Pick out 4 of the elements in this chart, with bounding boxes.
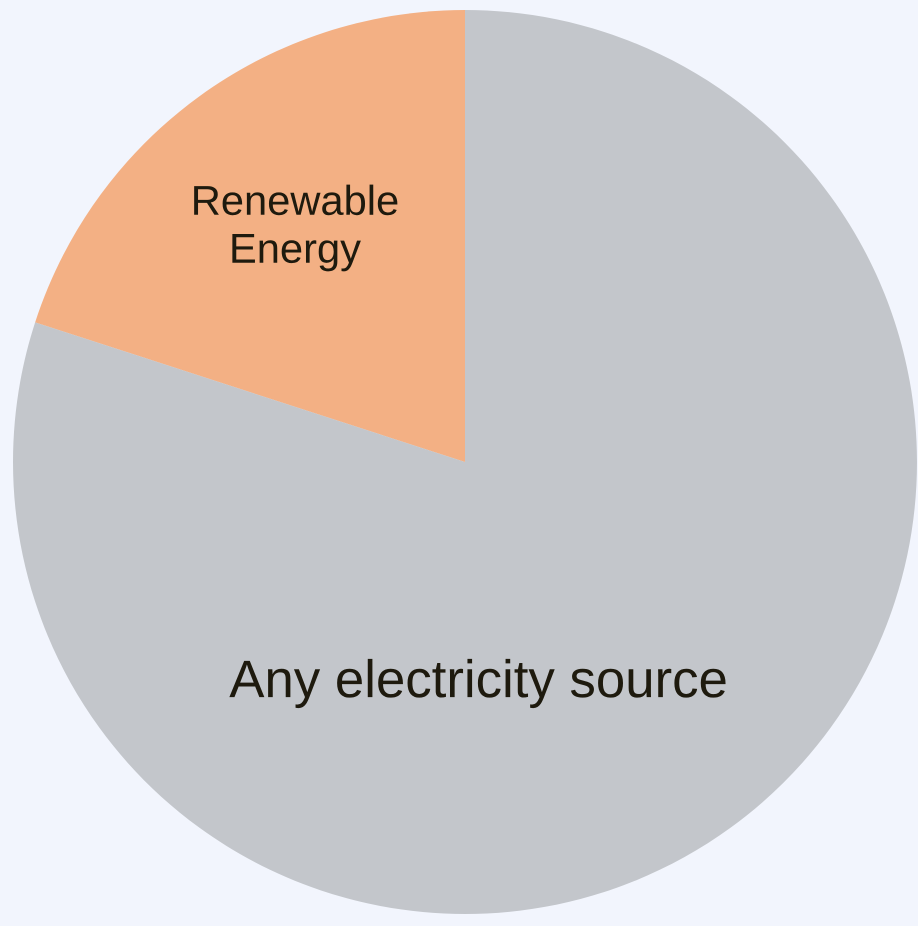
slice-label: Renewable Energy (194, 184, 398, 272)
slice-label: Any electricity source (229, 658, 726, 708)
pie-slice (35, 10, 465, 462)
pie-slice (13, 10, 917, 914)
